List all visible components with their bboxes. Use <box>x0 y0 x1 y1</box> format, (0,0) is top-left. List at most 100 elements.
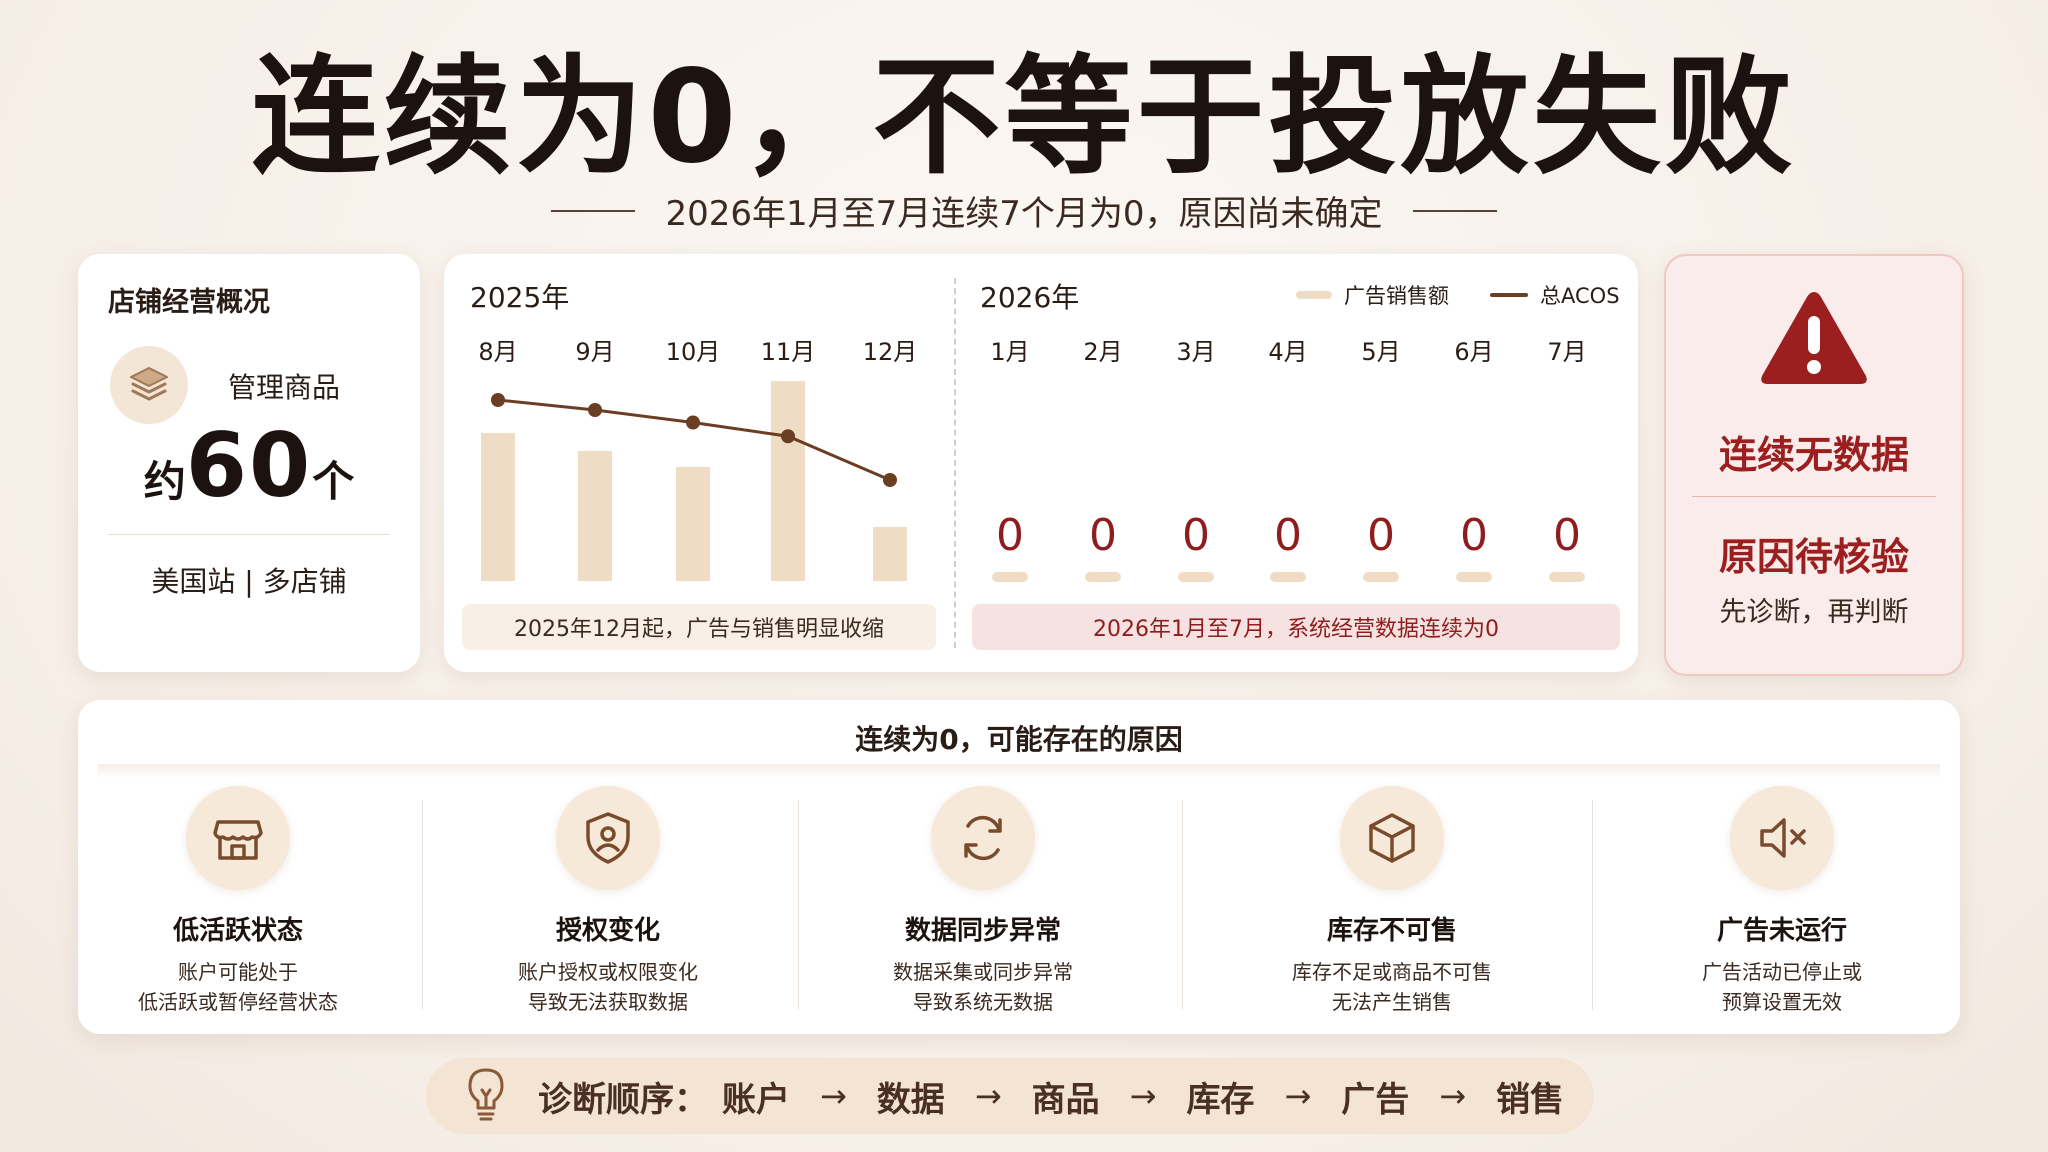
month-label: 11月 <box>760 338 816 366</box>
month-label: 9月 <box>575 338 615 366</box>
diagnosis-step: 库存 <box>1186 1079 1255 1120</box>
count-prefix: 约 <box>143 457 186 506</box>
month-label: 12月 <box>862 338 918 366</box>
alert-title: 连续无数据 <box>1718 433 1909 477</box>
month-label: 10月 <box>665 338 721 366</box>
reason-title: 数据同步异常 <box>904 916 1061 946</box>
legend-acos: 总ACOS <box>1490 280 1620 310</box>
diagnosis-label: 诊断顺序： <box>538 1079 708 1120</box>
mute-icon <box>1730 786 1834 890</box>
arrow-right-icon: → <box>1439 1077 1467 1115</box>
count-value: 60 <box>185 414 313 517</box>
month-label: 2月 <box>1083 338 1123 366</box>
arrow-right-icon: → <box>820 1077 847 1115</box>
month-label: 4月 <box>1268 338 1308 366</box>
acos-point <box>588 403 602 417</box>
month-label: 5月 <box>1361 338 1401 366</box>
reason-desc: 库存不足或商品不可售 无法产生销售 <box>1212 957 1572 1017</box>
ad-sales-bar <box>771 381 805 581</box>
reason-desc-line: 低活跃或暂停经营状态 <box>138 990 338 1014</box>
zero-value: 0 <box>1367 510 1395 561</box>
reason-item: 低活跃状态 账户可能处于 低活跃或暂停经营状态 <box>58 786 418 1017</box>
legend-line-swatch <box>1490 293 1528 297</box>
lightbulb-icon <box>464 1066 508 1126</box>
arrow-right-icon: → <box>1284 1077 1312 1115</box>
month-label: 1月 <box>990 338 1030 366</box>
zero-value: 0 <box>1274 510 1302 561</box>
reason-desc-line: 账户授权或权限变化 <box>518 960 698 984</box>
reason-desc-line: 数据采集或同步异常 <box>893 960 1073 984</box>
product-count: 约60个 <box>78 414 420 517</box>
subtitle-row: 2026年1月至7月连续7个月为0，原因尚未确定 <box>0 186 2048 235</box>
managed-products-label: 管理商品 <box>228 371 341 404</box>
acos-point <box>491 393 505 407</box>
reason-desc: 账户授权或权限变化 导致无法获取数据 <box>428 957 788 1017</box>
alert-subtitle: 原因待核验 <box>1718 535 1909 579</box>
divider <box>1182 800 1183 1010</box>
reason-desc-line: 无法产生销售 <box>1332 990 1452 1014</box>
arrow-right-icon: → <box>974 1077 1002 1115</box>
alert-note: 先诊断，再判断 <box>1719 597 1909 628</box>
shield-user-icon <box>556 786 660 890</box>
diagnosis-step: 数据 <box>876 1079 945 1120</box>
zero-bar <box>992 572 1028 582</box>
month-label: 7月 <box>1547 338 1587 366</box>
divider <box>798 800 799 1010</box>
diagnosis-order-bar: 诊断顺序： 账户 → 数据 → 商品 → 库存 → 广告 → 销售 <box>426 1058 1594 1134</box>
month-label: 3月 <box>1176 338 1216 366</box>
reason-desc-line: 预算设置无效 <box>1722 990 1842 1014</box>
legend-line-label: 总ACOS <box>1540 284 1620 308</box>
zero-value: 0 <box>1089 510 1117 561</box>
legend-ad-sales: 广告销售额 <box>1296 280 1449 310</box>
store-card-title: 店铺经营概况 <box>108 287 270 318</box>
zero-bar <box>1549 572 1585 582</box>
reason-desc-line: 库存不足或商品不可售 <box>1292 960 1492 984</box>
store-icon <box>186 786 290 890</box>
possible-reasons-card: 连续为0，可能存在的原因 低活跃状态 账户可能处于 低活跃或暂停经营状态 授权变… <box>78 700 1960 1034</box>
zero-bar <box>1178 572 1214 582</box>
ad-sales-bar <box>873 527 907 581</box>
trend-chart-card: 2025年 2026年 广告销售额 总ACOS 8月 9月 10月 11月 12… <box>444 254 1638 672</box>
reason-title: 库存不可售 <box>1326 916 1457 946</box>
ad-sales-bar <box>676 467 710 581</box>
zero-value: 0 <box>996 510 1024 561</box>
warning-icon <box>1756 286 1872 394</box>
reason-desc: 账户可能处于 低活跃或暂停经营状态 <box>58 957 418 1017</box>
reason-desc-line: 导致无法获取数据 <box>528 990 688 1014</box>
page-subtitle: 2026年1月至7月连续7个月为0，原因尚未确定 <box>665 194 1383 234</box>
divider <box>1692 496 1936 497</box>
acos-point <box>781 429 795 444</box>
month-label: 6月 <box>1454 338 1494 366</box>
year-label-2026: 2026年 <box>980 281 1080 314</box>
reason-item: 广告未运行 广告活动已停止或 预算设置无效 <box>1602 786 1962 1017</box>
note-2025: 2025年12月起，广告与销售明显收缩 <box>462 604 936 650</box>
acos-point <box>883 473 897 487</box>
diagnosis-step: 账户 <box>722 1079 790 1120</box>
reasons-title: 连续为0，可能存在的原因 <box>855 723 1183 756</box>
box-icon <box>1340 786 1444 890</box>
store-overview-card: 店铺经营概况 管理商品 约60个 美国站 | 多店铺 <box>78 254 420 672</box>
acos-point <box>686 415 700 430</box>
zero-bar <box>1456 572 1492 582</box>
year-separator <box>954 278 956 648</box>
reason-desc: 广告活动已停止或 预算设置无效 <box>1602 957 1962 1017</box>
page-title: 连续为0，不等于投放失败 <box>251 43 1797 192</box>
arrow-right-icon: → <box>1129 1077 1157 1115</box>
reason-title: 广告未运行 <box>1716 916 1847 946</box>
diagnosis-step: 商品 <box>1031 1079 1100 1120</box>
zero-bar <box>1085 572 1121 582</box>
reason-item: 授权变化 账户授权或权限变化 导致无法获取数据 <box>428 786 788 1017</box>
legend-bar-swatch <box>1296 291 1332 299</box>
reason-item: 数据同步异常 数据采集或同步异常 导致系统无数据 <box>803 786 1163 1017</box>
reason-title: 低活跃状态 <box>172 916 303 946</box>
year-label-2025: 2025年 <box>470 281 570 314</box>
subtitle-rule-right <box>1412 209 1497 212</box>
zero-value: 0 <box>1553 510 1581 561</box>
diagnosis-step: 销售 <box>1496 1079 1565 1120</box>
reason-desc-line: 导致系统无数据 <box>913 990 1053 1014</box>
divider <box>108 534 390 535</box>
divider <box>422 800 423 1010</box>
zero-value: 0 <box>1182 510 1210 561</box>
legend-bar-label: 广告销售额 <box>1344 284 1449 308</box>
reason-desc: 数据采集或同步异常 导致系统无数据 <box>803 957 1163 1017</box>
